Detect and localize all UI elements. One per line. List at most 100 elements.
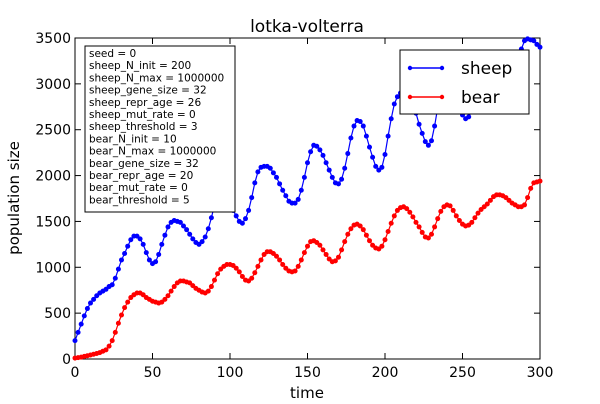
data-point-sheep [342, 165, 348, 171]
y-tick-label: 3500 [35, 31, 71, 47]
data-point-sheep [177, 219, 183, 225]
parameter-line: sheep_threshold = 3 [89, 121, 198, 133]
data-point-sheep [199, 239, 205, 245]
data-point-sheep [94, 293, 100, 299]
data-point-sheep [329, 174, 335, 180]
parameter-line: sheep_mut_rate = 0 [89, 109, 196, 121]
data-point-bear [466, 222, 472, 228]
data-point-bear [345, 231, 351, 237]
data-point-sheep [81, 313, 87, 319]
legend-frame [399, 49, 530, 115]
data-point-sheep [137, 236, 143, 242]
data-point-sheep [162, 232, 168, 238]
data-point-sheep [370, 154, 376, 160]
data-point-bear [323, 251, 329, 257]
y-tick-label: 1000 [35, 260, 71, 276]
parameter-line: bear_gene_size = 32 [89, 158, 199, 170]
data-point-sheep [295, 196, 301, 202]
data-point-sheep [305, 160, 310, 166]
data-point-bear [274, 253, 279, 259]
data-point-sheep [360, 123, 366, 129]
data-point-bear [205, 288, 211, 294]
data-point-sheep [146, 257, 152, 263]
data-point-sheep [283, 193, 289, 199]
data-point-bear [407, 209, 413, 215]
legend-item-bear: bear [407, 88, 500, 108]
legend-label-sheep: sheep [461, 59, 512, 79]
data-point-bear [416, 224, 422, 230]
data-point-bear [280, 262, 286, 268]
data-point-sheep [270, 170, 276, 176]
data-point-bear [484, 201, 490, 207]
data-point-bear [456, 218, 462, 224]
data-point-bear [112, 329, 118, 335]
legend-marker-sheep [439, 65, 445, 71]
parameter-line: sheep_N_init = 200 [89, 60, 191, 72]
x-tick-label: 300 [527, 365, 554, 381]
data-point-sheep [243, 216, 248, 222]
parameter-line: sheep_N_max = 1000000 [89, 72, 224, 84]
data-point-sheep [382, 151, 388, 157]
legend-marker-sheep [407, 65, 413, 71]
data-point-sheep [112, 275, 118, 281]
data-point-sheep [391, 101, 397, 107]
legend: sheep bear [399, 49, 530, 115]
data-point-bear [391, 213, 397, 219]
data-point-sheep [348, 135, 354, 141]
data-point-bear [208, 284, 214, 290]
data-point-bear [432, 224, 438, 230]
data-point-sheep [367, 144, 372, 150]
data-point-sheep [75, 329, 81, 335]
data-point-sheep [394, 94, 400, 100]
parameters-box-frame [84, 45, 236, 213]
data-point-bear [537, 178, 543, 184]
data-point-bear [218, 266, 224, 272]
data-point-bear [469, 219, 475, 225]
data-point-sheep [165, 224, 171, 230]
data-point-sheep [103, 286, 109, 292]
parameter-line: bear_repr_age = 20 [89, 170, 193, 182]
data-point-bear [128, 295, 134, 301]
axis-ticks: 0 50 100 150 200 250 3000500100015002000250030… [35, 31, 553, 381]
data-point-bear [258, 257, 264, 263]
data-point-bear [292, 268, 298, 274]
data-point-bear [370, 242, 376, 248]
data-point-sheep [109, 282, 115, 288]
data-point-bear [413, 219, 419, 225]
data-point-bear [472, 215, 478, 221]
data-point-sheep [255, 169, 261, 175]
data-point-bear [525, 195, 531, 201]
parameter-line: sheep_repr_age = 26 [89, 97, 201, 109]
parameter-line: bear_N_init = 10 [89, 133, 177, 145]
data-point-bear [277, 257, 283, 263]
x-tick-label: 0 [71, 365, 80, 381]
parameter-line: sheep_gene_size = 32 [89, 85, 207, 97]
data-point-bear [385, 229, 391, 235]
data-point-bear [332, 258, 338, 264]
data-point-bear [394, 207, 400, 213]
data-point-bear [317, 242, 323, 248]
data-point-bear [453, 213, 459, 219]
parameter-line: bear_mut_rate = 0 [89, 182, 188, 194]
data-point-bear [187, 280, 193, 286]
data-point-bear [283, 265, 289, 271]
legend-items: sheep bear [407, 59, 512, 108]
data-point-bear [215, 271, 221, 277]
data-point-sheep [128, 237, 134, 243]
data-point-bear [252, 270, 258, 276]
data-point-bear [320, 247, 326, 253]
data-point-bear [487, 197, 493, 203]
data-point-sheep [298, 187, 304, 193]
data-point-sheep [134, 233, 140, 239]
data-point-sheep [239, 220, 245, 226]
x-tick-label: 150 [294, 365, 321, 381]
data-point-sheep [425, 142, 431, 148]
y-axis-label: population size [5, 141, 23, 255]
data-point-bear [382, 237, 388, 243]
data-point-bear [125, 299, 131, 305]
data-point-bear [261, 251, 267, 257]
data-point-sheep [308, 149, 314, 155]
x-axis-label: time [290, 384, 324, 400]
